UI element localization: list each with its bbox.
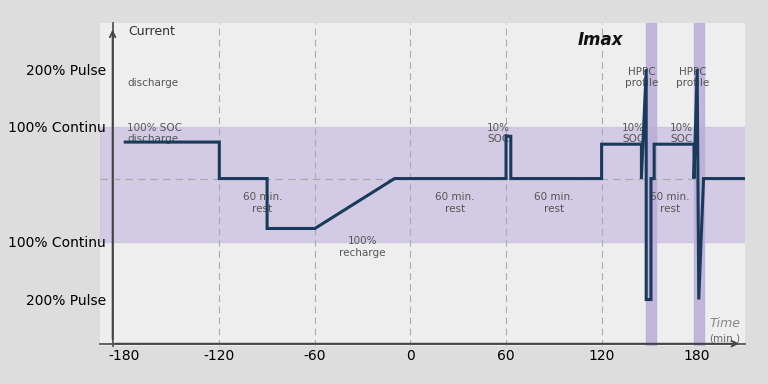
Text: 10%
SOC: 10% SOC [487, 123, 509, 144]
Text: 60 min.
rest: 60 min. rest [650, 192, 690, 214]
Text: 10%
SOC: 10% SOC [622, 123, 645, 144]
Text: 60 min.
rest: 60 min. rest [534, 192, 574, 214]
Text: Imax: Imax [578, 31, 623, 49]
Text: 100%
recharge: 100% recharge [339, 236, 386, 258]
Text: 60 min.
rest: 60 min. rest [243, 192, 282, 214]
Text: Time: Time [709, 317, 740, 330]
Text: 10%
SOC: 10% SOC [670, 123, 693, 144]
Bar [646, 23, 656, 346]
Text: Current: Current [128, 25, 175, 38]
Text: HPPC
profile: HPPC profile [676, 67, 709, 88]
Text: HPPC
profile: HPPC profile [625, 67, 658, 88]
Bar [100, 127, 745, 242]
Bar [694, 23, 703, 346]
Text: 60 min.
rest: 60 min. rest [435, 192, 475, 214]
Text: (min.): (min.) [709, 334, 740, 344]
Text: discharge: discharge [127, 78, 178, 88]
Text: 100% SOC
discharge: 100% SOC discharge [127, 123, 182, 144]
